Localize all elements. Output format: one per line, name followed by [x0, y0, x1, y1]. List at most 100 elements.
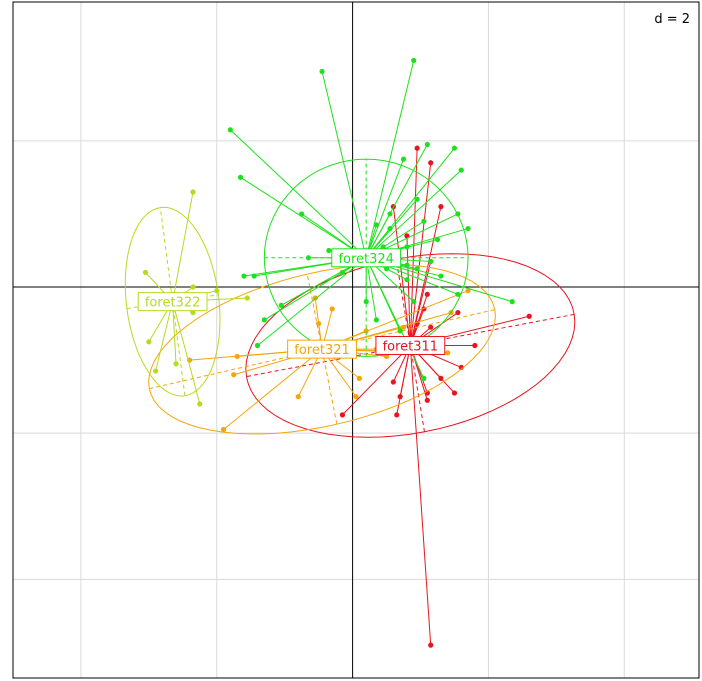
- data-point: [421, 375, 427, 381]
- group-foret324: [227, 57, 515, 381]
- data-point: [278, 302, 284, 308]
- label-foret324: foret324: [331, 248, 402, 268]
- data-point: [390, 379, 396, 385]
- label-box: [137, 292, 208, 312]
- data-point: [414, 145, 420, 151]
- segment: [365, 257, 401, 332]
- segment: [409, 345, 432, 646]
- data-point: [397, 394, 403, 400]
- data-point: [254, 342, 261, 349]
- data-point: [428, 160, 434, 166]
- data-point: [380, 244, 386, 250]
- data-point: [451, 145, 458, 151]
- data-point: [261, 317, 267, 323]
- label-box: [375, 335, 446, 355]
- data-point: [445, 350, 451, 356]
- data-point: [428, 642, 434, 648]
- data-point: [231, 372, 237, 378]
- data-point: [455, 211, 461, 217]
- ellipse-axis-minor: [306, 273, 338, 425]
- data-point: [428, 258, 434, 265]
- data-point: [299, 211, 305, 217]
- scale-label: d = 2: [654, 12, 690, 27]
- data-point: [526, 313, 532, 319]
- data-point: [465, 225, 471, 232]
- segment: [264, 257, 367, 321]
- data-point: [414, 266, 420, 272]
- data-point: [237, 174, 244, 180]
- label-text: foret321: [294, 343, 350, 358]
- data-point: [353, 394, 359, 400]
- segment: [342, 345, 411, 416]
- data-point: [312, 295, 318, 301]
- segment: [172, 301, 201, 405]
- data-point: [373, 222, 379, 228]
- data-point: [339, 412, 346, 418]
- plot-frame: [12, 1, 700, 679]
- segment: [406, 235, 411, 346]
- data-point: [339, 269, 346, 275]
- data-point: [509, 299, 515, 305]
- data-point: [404, 244, 410, 250]
- data-point: [438, 375, 444, 381]
- label-box: [331, 248, 402, 268]
- data-point: [214, 288, 220, 294]
- segment: [240, 176, 367, 259]
- data-point: [387, 211, 393, 217]
- label-foret322: foret322: [137, 292, 208, 312]
- scale-box: [644, 8, 694, 26]
- data-point: [424, 397, 430, 403]
- data-point: [190, 309, 196, 316]
- data-point: [356, 375, 362, 381]
- label-box: [287, 339, 357, 359]
- data-point: [421, 218, 427, 224]
- data-point: [241, 273, 247, 279]
- segment: [409, 162, 432, 346]
- data-point: [458, 167, 464, 173]
- data-point: [363, 328, 369, 334]
- data-point: [465, 288, 471, 294]
- segment: [321, 71, 367, 258]
- data-point: [329, 306, 335, 312]
- data-point: [438, 273, 444, 279]
- group-foret311: [245, 145, 576, 648]
- data-point: [319, 68, 325, 75]
- data-point: [411, 299, 417, 305]
- segment: [172, 191, 194, 302]
- data-point: [455, 309, 461, 316]
- data-point: [394, 412, 400, 418]
- data-point: [414, 196, 420, 202]
- data-point: [220, 426, 227, 433]
- segment: [396, 345, 411, 416]
- data-point: [387, 225, 393, 232]
- data-point: [404, 277, 410, 283]
- data-point: [472, 342, 478, 349]
- data-point: [424, 291, 430, 297]
- data-point: [251, 273, 257, 279]
- data-point: [455, 291, 461, 297]
- segment: [409, 148, 418, 346]
- label-foret321: foret321: [287, 339, 357, 359]
- data-point: [383, 353, 390, 360]
- data-point: [411, 57, 417, 64]
- data-point: [373, 317, 379, 323]
- data-point: [244, 295, 250, 301]
- segment: [365, 169, 462, 259]
- label-foret311: foret311: [375, 335, 446, 355]
- segment: [172, 301, 177, 364]
- label-text: foret311: [383, 339, 439, 354]
- data-point: [397, 328, 403, 334]
- data-point: [383, 266, 390, 272]
- data-point: [316, 320, 322, 327]
- segment: [365, 257, 377, 320]
- data-point: [234, 353, 240, 360]
- data-point: [400, 156, 407, 162]
- data-point: [190, 189, 196, 195]
- label-text: foret324: [338, 252, 394, 267]
- segment: [155, 301, 174, 372]
- data-point: [153, 368, 159, 374]
- data-point: [305, 255, 312, 261]
- segment: [230, 129, 367, 259]
- segment: [257, 257, 367, 346]
